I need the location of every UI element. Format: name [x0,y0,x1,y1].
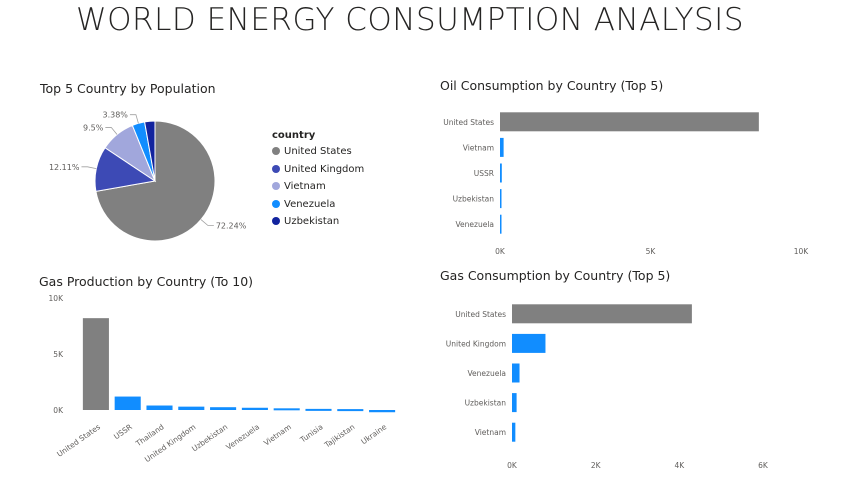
legend-label: Vietnam [284,181,326,192]
bar-vietnam[interactable] [273,408,300,411]
category-label-uzbekistan: Uzbekistan [190,422,229,453]
oil-panel[interactable]: Oil Consumption by Country (Top 5) Unite… [430,72,830,262]
x-tick-label: 2K [591,461,602,470]
bar-vietnam[interactable] [500,137,504,157]
legend-label: Venezuela [284,198,336,210]
category-label-ussr: USSR [474,169,494,178]
bar-tajikistan[interactable] [337,409,364,412]
legend-item-united-kingdom[interactable]: United Kingdom [272,164,364,175]
bar-tunisia[interactable] [305,408,332,411]
pie-slice-uzbekistan[interactable] [144,120,156,182]
bar-uzbekistan[interactable] [210,407,237,410]
category-label-vietnam: Vietnam [262,422,293,447]
oil-chart[interactable]: United States Vietnam USSR Uzbekistan Venezu… [430,72,830,262]
category-label-vietnam: Vietnam [475,428,506,437]
y-tick-label: 0K [53,406,64,415]
category-label-united-states: United States [55,422,102,459]
bar-thailand[interactable] [146,405,173,410]
bar-venezuela[interactable] [500,214,502,234]
gas-consumption-panel[interactable]: Gas Consumption by Country (Top 5) Unite… [430,262,830,482]
bar-ussr[interactable] [114,396,141,410]
gas-consumption-title: Gas Consumption by Country (Top 5) [440,268,671,283]
category-label-tunisia: Tunisia [298,422,325,445]
bar-venezuela[interactable] [241,407,268,410]
pie-panel[interactable]: Top 5 Country by Population 72.24% 12.11%… [30,75,400,255]
category-label-venezuela: Venezuela [455,220,494,229]
pie-data-label-vietnam: 9.5% [83,124,104,133]
legend-marker [272,217,280,225]
legend-marker [272,164,280,173]
category-label-uzbekistan: Uzbekistan [453,195,495,204]
gas-production-title: Gas Production by Country (To 10) [39,274,254,289]
pie-data-label-united-kingdom: 12.11% [49,163,80,172]
pie-leader-united-states [200,219,214,226]
bar-ussr[interactable] [500,163,502,183]
y-tick-label: 10K [49,294,65,303]
legend-item-uzbekistan[interactable]: Uzbekistan [272,216,339,227]
category-label-vietnam: Vietnam [463,143,494,152]
legend-item-vietnam[interactable]: Vietnam [272,181,326,192]
bar-united-kingdom[interactable] [512,333,546,353]
category-label-ukraine: Ukraine [359,422,388,446]
pie-title: Top 5 Country by Population [40,81,216,96]
legend-item-venezuela[interactable]: Venezuela [272,199,335,210]
pie-data-label-venezuela: 3.38% [102,111,128,120]
pie-leader-vietnam [105,127,118,135]
category-label-uzbekistan: Uzbekistan [465,399,507,408]
legend-label: Uzbekistan [284,216,340,227]
category-label-ussr: USSR [112,422,134,441]
x-tick-label: 4K [674,461,685,470]
legend-marker [272,199,280,208]
pie-legend-title: country [272,130,316,141]
bar-uzbekistan[interactable] [500,189,502,209]
pie-chart[interactable]: 72.24% 12.11% 9.5% 3.38% [30,75,400,255]
gas-consumption-chart[interactable]: United States United Kingdom Venezuela Uzbe… [430,262,830,482]
category-label-tajikistan: Tajikistan [322,422,357,450]
page-title: WORLD ENERGY CONSUMPTION ANALYSIS [75,2,744,38]
category-label-united-states: United States [455,310,506,319]
x-tick-label: 0K [495,247,506,256]
bar-united-states[interactable] [82,318,109,410]
x-tick-label: 6K [758,461,769,470]
bar-ukraine[interactable] [369,410,396,413]
bar-vietnam[interactable] [512,422,516,442]
bar-uzbekistan[interactable] [512,393,517,413]
pie-leader-united-kingdom [81,166,97,170]
legend-item-united-states[interactable]: United States [272,146,352,157]
category-label-united-kingdom: United Kingdom [446,339,506,348]
x-tick-label: 10K [794,247,810,256]
x-tick-label: 5K [646,247,657,256]
bar-venezuela[interactable] [512,363,520,383]
x-tick-label: 0K [507,461,518,470]
bar-united-kingdom[interactable] [178,406,205,410]
category-label-united-states: United States [443,118,494,127]
category-label-venezuela: Venezuela [467,369,506,378]
bar-united-states[interactable] [500,112,759,132]
gas-production-panel[interactable]: Gas Production by Country (To 10) 0K 5K 10… [30,268,410,483]
legend-label: United States [284,146,352,157]
pie-data-label-united-states: 72.24% [216,221,247,230]
bar-united-states[interactable] [512,304,692,324]
legend-marker [272,147,280,155]
legend-marker [272,182,280,190]
legend-label: United Kingdom [284,163,365,175]
y-tick-label: 5K [53,350,64,359]
category-label-venezuela: Venezuela [224,422,261,451]
pie-leader-venezuela [129,114,139,124]
oil-title: Oil Consumption by Country (Top 5) [440,78,664,93]
